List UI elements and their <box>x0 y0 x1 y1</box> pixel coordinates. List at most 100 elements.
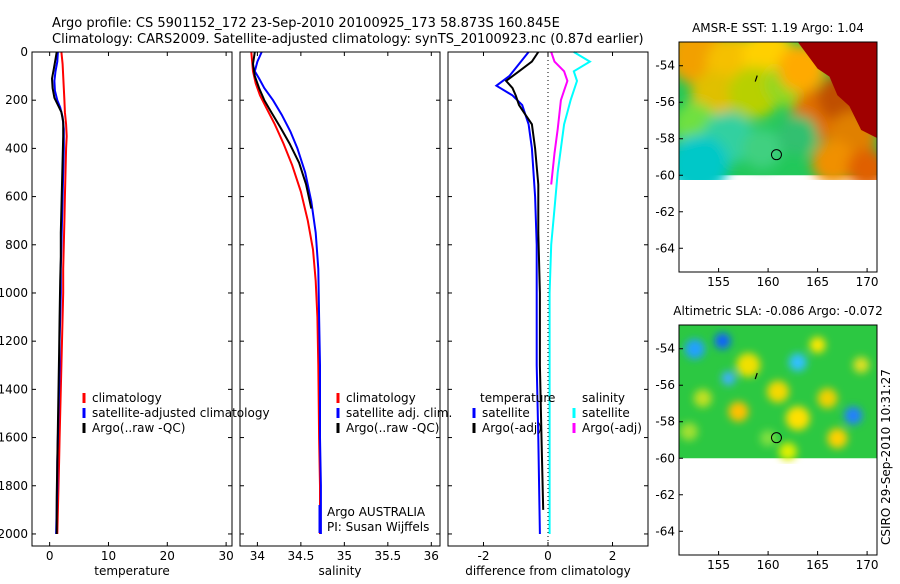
salinity-legend-entry: climatology <box>346 391 416 405</box>
map-y-tick-label: -56 <box>655 95 675 109</box>
temperature-legend-entry: climatology <box>92 391 162 405</box>
map-frame <box>678 41 878 273</box>
sla-blob <box>714 332 731 349</box>
y-tick-label: 800 <box>5 238 28 252</box>
map-y-tick-label: -54 <box>655 342 675 356</box>
map-y-tick-label: -62 <box>655 205 675 219</box>
difference-legend-heading: salinity <box>582 391 625 405</box>
map-y-tick-label: -60 <box>655 451 675 465</box>
map-x-tick-label: 155 <box>707 275 730 289</box>
info-line1: Argo AUSTRALIA <box>327 505 426 519</box>
y-tick-label: 1000 <box>0 286 28 300</box>
x-tick-label: 35.5 <box>374 549 401 563</box>
temperature-legend-entry: satellite-adjusted climatology <box>92 406 270 420</box>
sst-blob <box>847 148 877 180</box>
x-axis-label: temperature <box>94 564 169 578</box>
x-tick-label: 30 <box>218 549 233 563</box>
x-tick-label: 20 <box>160 549 175 563</box>
x-axis-label: difference from climatology <box>465 564 631 578</box>
sla-blob <box>788 353 807 372</box>
difference-legend-salinity-entry: satellite <box>582 406 630 420</box>
argo-float-marker <box>770 149 782 161</box>
series-line-1 <box>253 51 322 534</box>
map-field <box>679 325 877 461</box>
map-x-tick-label: 165 <box>806 558 829 572</box>
sst-blob <box>811 139 856 180</box>
sla-map-panel: Altimetric SLA: -0.086 Argo: -0.072 155 16… <box>655 304 882 572</box>
map-title: Altimetric SLA: -0.086 Argo: -0.072 <box>673 304 882 318</box>
y-tick-label: 1600 <box>0 431 28 445</box>
y-tick-label: 1200 <box>0 334 28 348</box>
sla-blob <box>809 336 826 353</box>
sla-blob <box>684 338 705 359</box>
series-line-2 <box>548 51 592 534</box>
map-x-tick-label: 160 <box>757 275 780 289</box>
map-x-tick-label: 160 <box>757 558 780 572</box>
sla-blob <box>853 356 870 373</box>
y-tick-label: 1400 <box>0 382 28 396</box>
sla-blob <box>693 389 712 408</box>
series-line-0 <box>494 51 541 535</box>
sst-blob <box>777 115 818 156</box>
sla-blob <box>844 406 863 425</box>
sla-blob <box>817 388 838 409</box>
salinity-panel: 34 34.5 35 35.5 36 salinity climatologysatelli… <box>239 51 452 578</box>
figure-title-line2: Climatology: CARS2009. Satellite-adjuste… <box>52 32 644 47</box>
map-y-tick-label: -62 <box>655 488 675 502</box>
sst-land-mass <box>797 42 877 138</box>
map-frame <box>678 324 878 556</box>
x-tick-label: 34.5 <box>288 549 315 563</box>
x-tick-label: 36 <box>424 549 439 563</box>
map-title: AMSR-E SST: 1.19 Argo: 1.04 <box>692 21 864 35</box>
sla-blob <box>785 406 810 431</box>
y-tick-label: 200 <box>5 93 28 107</box>
map-y-tick-label: -64 <box>655 524 675 538</box>
difference-legend-heading: temperature <box>480 391 555 405</box>
sla-blob <box>760 430 777 447</box>
sst-blob <box>742 128 783 169</box>
series-line-2 <box>251 51 313 209</box>
y-tick-label: 2000 <box>0 527 28 541</box>
x-tick-label: 0 <box>544 549 552 563</box>
difference-legend-salinity-entry: Argo(-adj) <box>582 421 642 435</box>
info-line2: PI: Susan Wijffels <box>327 520 429 534</box>
y-tick-label: 0 <box>20 45 28 59</box>
map-x-tick-label: 170 <box>856 558 879 572</box>
map-y-tick-label: -54 <box>655 59 675 73</box>
salinity-legend-entry: satellite adj. clim. <box>346 406 452 420</box>
difference-legend-temperature-entry: satellite <box>482 406 530 420</box>
series-line-0 <box>56 51 68 535</box>
x-axis-label: salinity <box>318 564 361 578</box>
map-y-tick-label: -58 <box>655 415 675 429</box>
difference-legend-temperature-entry: Argo(-adj) <box>482 421 542 435</box>
x-tick-label: 2 <box>609 549 617 563</box>
y-tick-label: 400 <box>5 141 28 155</box>
map-x-tick-label: 155 <box>707 558 730 572</box>
plot-frame <box>239 51 441 547</box>
temperature-legend-entry: Argo(..raw -QC) <box>92 421 185 435</box>
sst-blob <box>679 134 729 180</box>
sla-blob <box>728 401 749 422</box>
series-line-1 <box>504 51 545 510</box>
plot-frame <box>31 51 233 547</box>
salinity-legend-entry: Argo(..raw -QC) <box>346 421 439 435</box>
x-tick-label: 35 <box>337 549 352 563</box>
sla-blob <box>679 422 698 441</box>
series-line-0 <box>250 51 321 534</box>
argo-float-marker <box>770 432 782 444</box>
y-tick-label: 600 <box>5 190 28 204</box>
sla-blob <box>767 380 789 403</box>
sla-blob <box>778 442 797 461</box>
map-field <box>679 42 877 180</box>
map-y-tick-label: -58 <box>655 132 675 146</box>
map-y-tick-label: -60 <box>655 168 675 182</box>
map-x-tick-label: 170 <box>856 275 879 289</box>
x-tick-label: 34 <box>250 549 265 563</box>
series-line-3 <box>550 51 569 185</box>
plot-frame <box>447 51 649 547</box>
map-y-tick-label: -56 <box>655 378 675 392</box>
x-tick-label: 0 <box>46 549 54 563</box>
map-x-tick-label: 165 <box>806 275 829 289</box>
